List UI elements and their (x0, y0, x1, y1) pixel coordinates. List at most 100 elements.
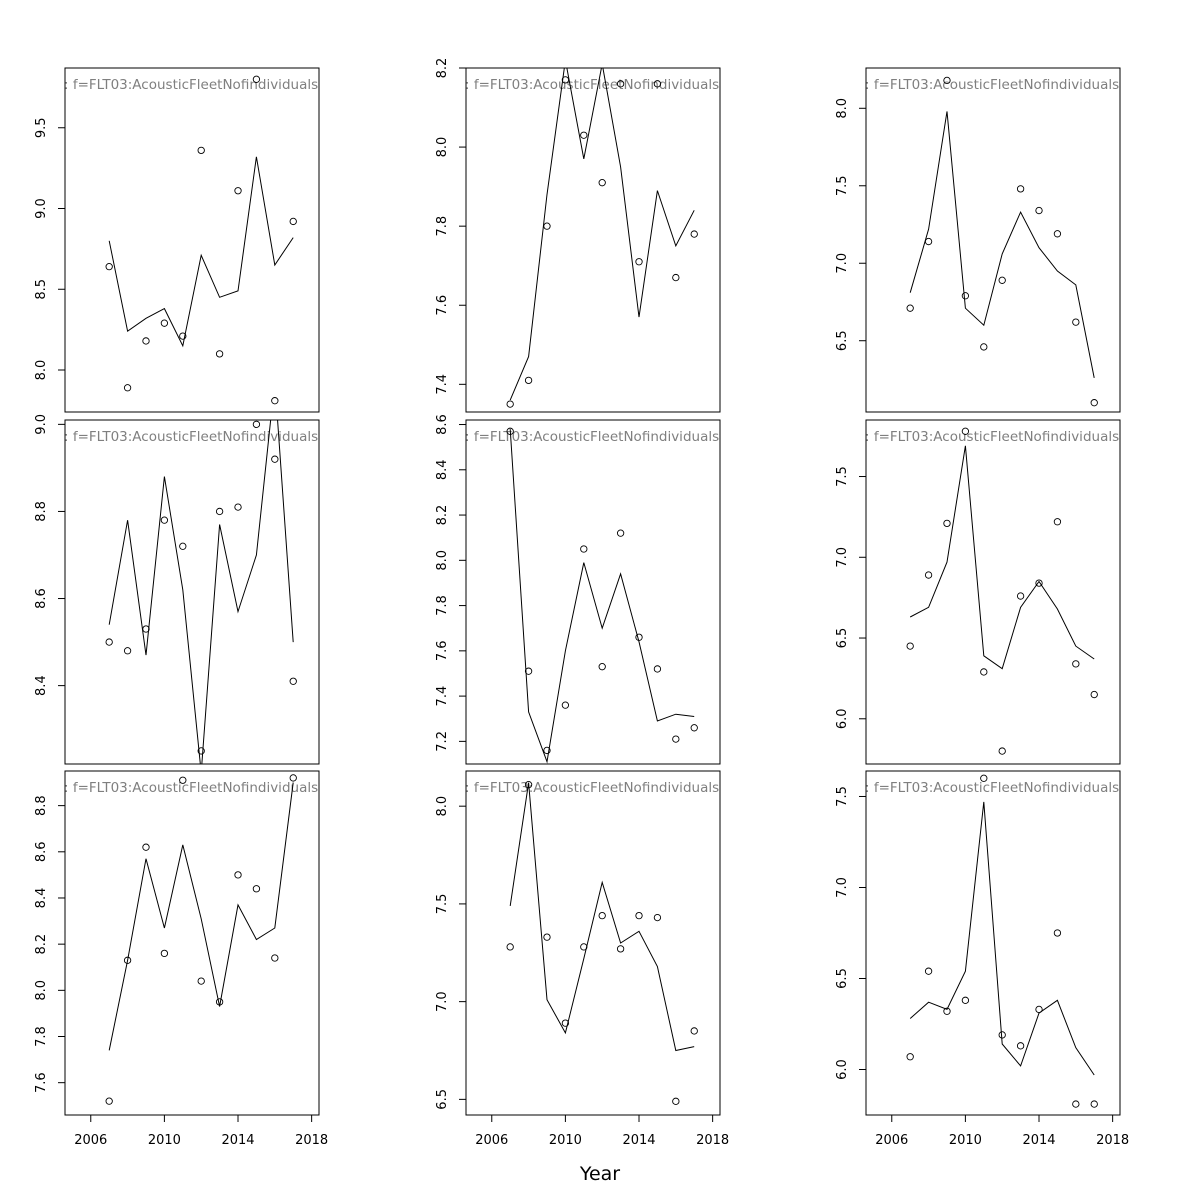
panel-5: : f=FLT03:AcousticFleetNofindividuals, 7.… (435, 414, 721, 765)
data-point (1072, 660, 1080, 668)
data-point (1053, 230, 1062, 238)
y-tick-label: 7.6 (435, 295, 450, 316)
y-tick-label: 7.0 (835, 547, 850, 568)
y-tick-label: 7.5 (835, 175, 850, 196)
data-point (543, 933, 551, 941)
series-line-group (909, 801, 1095, 1076)
y-tick-label: 7.5 (435, 894, 450, 915)
data-point (179, 542, 187, 550)
data-point (524, 781, 533, 789)
series-line-group (108, 156, 294, 348)
x-tick-label: 2006 (74, 1133, 107, 1148)
panel-6: : f=FLT03:AcousticFleetNofindividuals, 6.… (835, 419, 1121, 765)
y-tick-label: 6.5 (835, 968, 850, 989)
data-point (234, 503, 242, 511)
data-point (672, 735, 680, 743)
data-point (1090, 690, 1098, 699)
panel-frame (865, 770, 1121, 1116)
y-tick-label: 8.4 (435, 459, 450, 480)
y-tick-label: 9.0 (34, 414, 49, 435)
fitted-line (108, 420, 294, 764)
fitted-line (909, 445, 1095, 670)
data-point (1090, 1100, 1098, 1108)
y-tick-label: 7.8 (435, 595, 450, 616)
panel-title-group: : f=FLT03:AcousticFleetNofindividuals, (866, 77, 1120, 93)
y-tick-label: 8.0 (34, 980, 49, 1001)
data-point (998, 276, 1006, 284)
data-point (980, 668, 988, 676)
data-point (690, 1027, 698, 1035)
series-line-group (108, 420, 294, 764)
y-tick-label: 8.4 (34, 675, 49, 696)
data-point (271, 954, 279, 962)
y-tick-label: 9.0 (34, 198, 49, 219)
data-point (506, 427, 514, 435)
data-point (1035, 1005, 1043, 1014)
panel-frame (64, 770, 320, 1116)
data-point (289, 677, 297, 685)
y-tick-label: 6.5 (835, 628, 850, 649)
y-tick-label: 6.0 (835, 1059, 850, 1080)
y-tick-label: 7.4 (435, 686, 450, 707)
data-point (215, 350, 224, 358)
panel-title-group: : f=FLT03:AcousticFleetNofindividuals, (65, 77, 319, 93)
data-point (123, 956, 132, 964)
panels-grid: : f=FLT03:AcousticFleetNofindividuals, 8.… (34, 58, 1129, 1148)
data-point (961, 996, 970, 1004)
x-tick-label: 2014 (221, 1133, 254, 1148)
data-point (271, 397, 279, 405)
x-tick-label: 2006 (475, 1133, 508, 1148)
data-point (543, 222, 551, 230)
y-tick-label: 8.0 (435, 550, 450, 571)
data-point (1072, 1100, 1080, 1108)
x-tick-label: 2010 (549, 1133, 582, 1148)
x-tick-label: 2018 (295, 1133, 328, 1148)
data-point (616, 529, 625, 537)
panel-title: : f=FLT03:AcousticFleetNofindividuals, (64, 429, 322, 445)
data-point (506, 943, 514, 951)
panel-title-group: : f=FLT03:AcousticFleetNofindividuals, (866, 429, 1120, 445)
y-tick-label: 8.2 (435, 505, 450, 526)
y-tick-label: 8.8 (34, 501, 49, 522)
data-point (215, 998, 224, 1006)
series-line-group (108, 782, 294, 1051)
y-tick-label: 7.6 (34, 1072, 49, 1093)
y-tick-label: 8.2 (34, 934, 49, 955)
y-tick-label: 8.2 (435, 58, 450, 79)
y-tick-label: 8.0 (435, 796, 450, 817)
fitted-line (909, 111, 1095, 378)
data-point (252, 420, 261, 429)
y-tick-label: 7.2 (435, 731, 450, 752)
data-point (105, 638, 113, 646)
data-point (906, 1053, 914, 1061)
data-point (924, 237, 933, 246)
data-point (998, 1031, 1006, 1039)
y-tick-label: 7.0 (835, 253, 850, 274)
data-point (160, 516, 169, 524)
data-point (105, 1097, 113, 1105)
y-tick-label: 8.4 (34, 888, 49, 909)
data-point (598, 663, 606, 671)
data-point (943, 519, 951, 528)
data-point (160, 319, 169, 327)
data-point (635, 258, 643, 266)
y-tick-label: 7.6 (435, 640, 450, 661)
x-tick-label: 2014 (622, 1133, 655, 1148)
data-point (160, 949, 169, 958)
data-point (924, 967, 933, 975)
data-point (690, 724, 698, 732)
data-point (252, 885, 261, 893)
y-tick-label: 8.8 (34, 795, 49, 816)
y-tick-label: 8.6 (435, 414, 450, 435)
data-point (142, 843, 150, 851)
series-line-group (909, 111, 1095, 378)
data-point (142, 625, 150, 633)
data-point (506, 400, 514, 408)
y-tick-label: 9.5 (34, 117, 49, 138)
series-line-group (509, 429, 695, 764)
data-point (690, 230, 698, 238)
panel-title-group: : f=FLT03:AcousticFleetNofindividuals, (64, 429, 322, 445)
fitted-line (108, 782, 294, 1051)
data-point (943, 76, 951, 85)
panel-title: : f=FLT03:AcousticFleetNofindividuals, (865, 780, 1123, 796)
